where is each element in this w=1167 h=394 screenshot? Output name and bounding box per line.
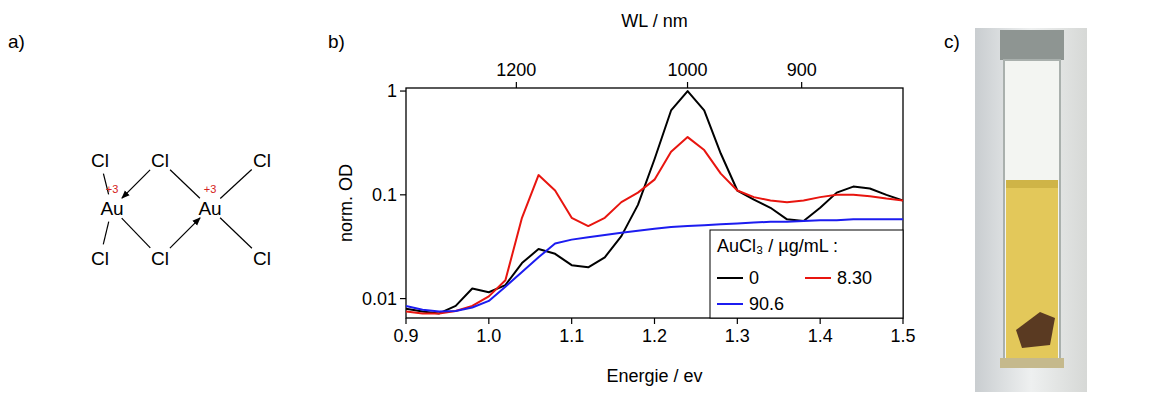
y-tick xyxy=(400,194,406,195)
atom: Cl xyxy=(91,150,109,171)
legend-label: 90.6 xyxy=(749,294,784,314)
x-tick-label: 1.0 xyxy=(476,326,501,346)
chart: 0.91.01.11.21.31.41.5Energie / ev1200100… xyxy=(336,11,916,386)
charge: +3 xyxy=(204,183,217,195)
bond xyxy=(122,218,151,248)
legend-swatch xyxy=(717,303,743,305)
x2-axis-title: WL / nm xyxy=(621,11,687,31)
dative-bond xyxy=(170,218,200,248)
bond xyxy=(220,169,251,198)
y-tick-label: 0.01 xyxy=(362,289,397,309)
x-tick xyxy=(737,318,738,324)
atom: Cl xyxy=(151,248,169,269)
legend-label: 0 xyxy=(749,268,759,288)
sample-piece xyxy=(1016,312,1055,348)
x-tick xyxy=(405,318,406,324)
plot-frame xyxy=(406,88,903,318)
x2-tick xyxy=(687,82,688,88)
legend: AuCl₃ / µg/mL : 0 8.30 90.6 xyxy=(710,230,903,318)
panel-label: a) xyxy=(8,31,25,52)
legend-swatch xyxy=(717,277,743,279)
x-tick-label: 1.3 xyxy=(725,326,750,346)
figure: a) b) c) Cl Cl Cl Au +3 Au +3 Cl Cl Cl 0.9 1.0 1.1 1.2 1.… xyxy=(0,0,1167,394)
x2-tick xyxy=(801,82,802,88)
x-tick xyxy=(820,318,821,324)
y-tick-label: 1 xyxy=(387,81,397,101)
x2-tick-label: 1000 xyxy=(668,60,708,80)
x-tick xyxy=(488,318,489,324)
x-tick-label: 1.2 xyxy=(642,326,667,346)
x-tick xyxy=(654,318,655,324)
legend-box xyxy=(710,230,903,318)
y-tick-label: 0.1 xyxy=(372,185,397,205)
y-tick xyxy=(400,90,406,91)
panel-label: b) xyxy=(328,31,345,52)
bond xyxy=(170,170,200,199)
cuvette-base xyxy=(1000,358,1064,368)
charge: +3 xyxy=(106,183,119,195)
dative-bond xyxy=(122,170,150,198)
x-tick-label: 1.5 xyxy=(890,326,915,346)
atom: Cl xyxy=(91,248,109,269)
x2-tick xyxy=(516,82,517,88)
legend-swatch xyxy=(805,277,831,279)
x2-tick-label: 900 xyxy=(787,60,817,80)
photo xyxy=(975,28,1087,392)
bond xyxy=(103,222,108,245)
x-tick-label: 1.1 xyxy=(559,326,584,346)
cap xyxy=(1000,30,1064,60)
x-tick xyxy=(571,318,572,324)
x-axis-title: Energie / ev xyxy=(606,366,702,386)
atom: Cl xyxy=(253,248,271,269)
y-axis-title: norm. OD xyxy=(336,164,356,242)
atom: Au xyxy=(100,198,123,219)
x2-tick-label: 1200 xyxy=(496,60,536,80)
atom: Cl xyxy=(253,150,271,171)
atom: Au xyxy=(198,198,221,219)
photo-background xyxy=(975,28,1087,392)
panel-label: c) xyxy=(944,31,960,52)
x-tick xyxy=(902,318,903,324)
x-tick-label: 0.9 xyxy=(393,326,418,346)
bond xyxy=(220,218,252,249)
solution xyxy=(1006,180,1058,358)
atom: Cl xyxy=(151,150,169,171)
x-tick-label: 1.4 xyxy=(808,326,833,346)
legend-label: 8.30 xyxy=(837,268,872,288)
legend-title: AuCl₃ / µg/mL : xyxy=(717,236,838,256)
y-tick xyxy=(400,298,406,299)
structure: Cl Cl Cl Au +3 Au +3 Cl Cl Cl xyxy=(91,150,271,269)
meniscus xyxy=(1006,180,1058,188)
cuvette xyxy=(1004,60,1060,360)
